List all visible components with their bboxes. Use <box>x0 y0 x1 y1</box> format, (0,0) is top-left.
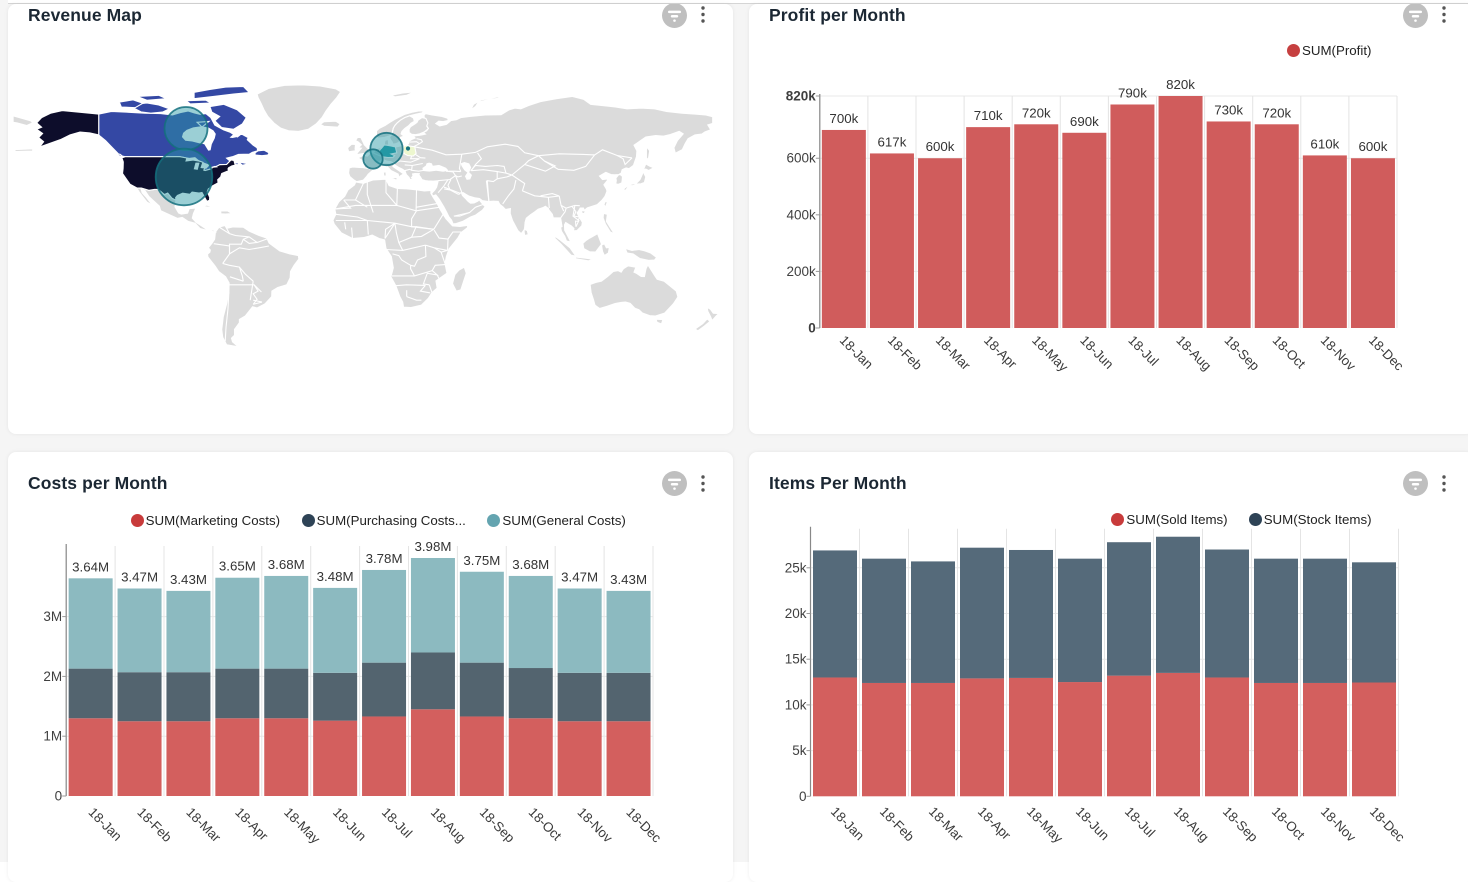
svg-text:18-Aug: 18-Aug <box>1173 333 1214 374</box>
svg-text:20k: 20k <box>785 606 807 621</box>
svg-text:1M: 1M <box>43 729 62 744</box>
svg-text:18-Feb: 18-Feb <box>885 333 925 373</box>
svg-text:18-Dec: 18-Dec <box>1367 804 1408 845</box>
svg-text:18-Sep: 18-Sep <box>477 805 518 846</box>
svg-text:18-Nov: 18-Nov <box>1318 804 1359 845</box>
svg-text:3.47M: 3.47M <box>121 569 158 584</box>
svg-text:710k: 710k <box>974 108 1003 123</box>
svg-text:18-Mar: 18-Mar <box>183 805 224 846</box>
svg-text:18-Mar: 18-Mar <box>926 804 967 845</box>
svg-text:18-Aug: 18-Aug <box>1171 804 1212 845</box>
svg-text:10k: 10k <box>785 697 807 712</box>
svg-text:18-Aug: 18-Aug <box>428 805 469 846</box>
svg-text:18-Feb: 18-Feb <box>877 804 917 844</box>
svg-text:18-Apr: 18-Apr <box>981 333 1020 372</box>
svg-text:25k: 25k <box>785 560 807 575</box>
svg-text:18-May: 18-May <box>1029 333 1071 375</box>
svg-text:18-Oct: 18-Oct <box>1269 804 1308 843</box>
svg-text:18-Nov: 18-Nov <box>1318 333 1359 374</box>
svg-text:3.43M: 3.43M <box>610 572 647 587</box>
svg-text:18-Sep: 18-Sep <box>1222 333 1263 374</box>
svg-text:3.64M: 3.64M <box>72 559 109 574</box>
svg-text:3.68M: 3.68M <box>268 557 305 572</box>
svg-text:18-Apr: 18-Apr <box>232 805 271 844</box>
svg-text:600k: 600k <box>1359 139 1388 154</box>
svg-text:18-Dec: 18-Dec <box>1366 333 1407 374</box>
svg-text:18-Dec: 18-Dec <box>623 805 664 846</box>
svg-text:2M: 2M <box>43 669 62 684</box>
svg-text:3.68M: 3.68M <box>512 557 549 572</box>
svg-text:18-Jun: 18-Jun <box>1073 804 1112 843</box>
svg-text:700k: 700k <box>829 111 858 126</box>
svg-text:18-May: 18-May <box>281 805 323 847</box>
svg-text:0: 0 <box>55 789 63 804</box>
svg-text:18-Feb: 18-Feb <box>134 805 174 845</box>
svg-text:18-Apr: 18-Apr <box>975 804 1014 843</box>
svg-text:3.47M: 3.47M <box>561 569 598 584</box>
svg-text:18-Jun: 18-Jun <box>1077 333 1116 372</box>
svg-text:820k: 820k <box>786 89 817 104</box>
svg-text:18-Jul: 18-Jul <box>1122 804 1158 840</box>
svg-text:18-Oct: 18-Oct <box>1270 333 1309 372</box>
svg-text:18-Jan: 18-Jan <box>828 804 867 843</box>
svg-text:600k: 600k <box>926 139 955 154</box>
svg-text:3.98M: 3.98M <box>414 539 451 554</box>
svg-text:18-Jan: 18-Jan <box>86 805 125 844</box>
svg-text:600k: 600k <box>787 151 817 166</box>
svg-text:730k: 730k <box>1214 102 1243 117</box>
svg-text:400k: 400k <box>787 207 817 222</box>
svg-text:18-Jul: 18-Jul <box>379 805 415 841</box>
svg-text:3.75M: 3.75M <box>463 553 500 568</box>
svg-text:18-Oct: 18-Oct <box>526 805 565 844</box>
svg-text:820k: 820k <box>1166 77 1195 92</box>
svg-text:18-Nov: 18-Nov <box>575 805 616 846</box>
svg-text:18-Sep: 18-Sep <box>1220 804 1261 845</box>
svg-text:3.65M: 3.65M <box>219 559 256 574</box>
svg-text:3M: 3M <box>43 609 62 624</box>
svg-text:3.78M: 3.78M <box>366 551 403 566</box>
svg-text:690k: 690k <box>1070 114 1099 129</box>
svg-text:3.48M: 3.48M <box>317 569 354 584</box>
svg-text:18-Jan: 18-Jan <box>837 333 876 372</box>
svg-text:18-Jun: 18-Jun <box>330 805 369 844</box>
svg-text:3.43M: 3.43M <box>170 572 207 587</box>
svg-text:617k: 617k <box>878 134 907 149</box>
svg-text:0: 0 <box>808 321 816 336</box>
svg-text:720k: 720k <box>1262 105 1291 120</box>
svg-text:5k: 5k <box>792 743 807 758</box>
svg-text:720k: 720k <box>1022 105 1051 120</box>
svg-text:18-Mar: 18-Mar <box>933 333 974 374</box>
svg-text:18-Jul: 18-Jul <box>1125 333 1161 369</box>
svg-text:15k: 15k <box>785 652 807 667</box>
svg-text:610k: 610k <box>1310 136 1339 151</box>
svg-text:200k: 200k <box>787 264 817 279</box>
svg-text:18-May: 18-May <box>1024 804 1066 846</box>
svg-text:790k: 790k <box>1118 85 1147 100</box>
svg-text:0: 0 <box>799 789 807 804</box>
